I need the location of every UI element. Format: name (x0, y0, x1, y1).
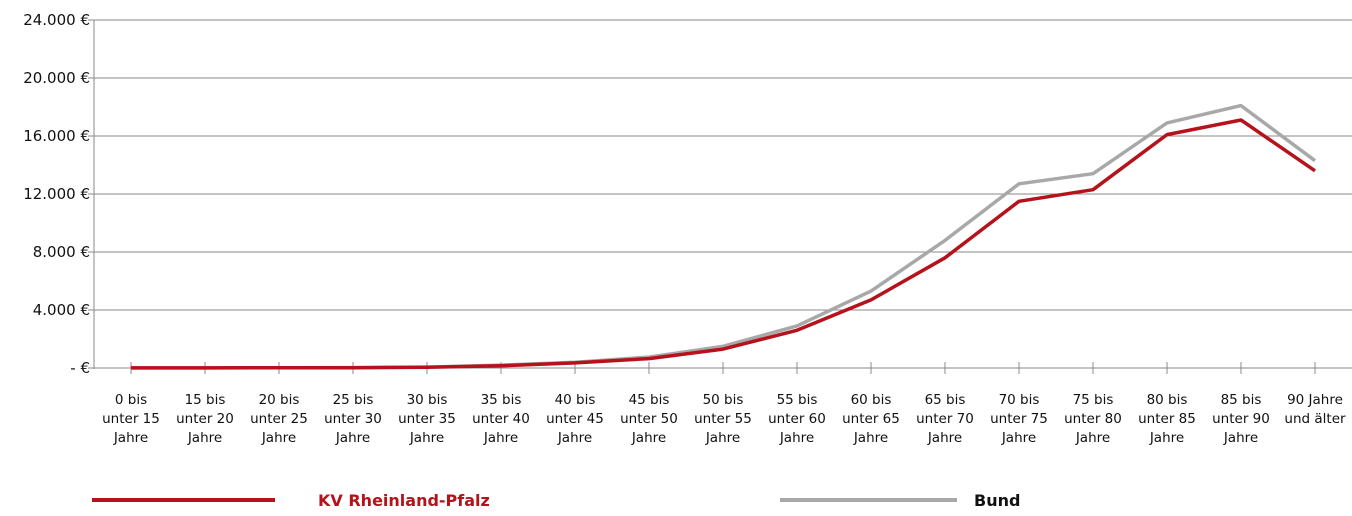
series-lines (131, 103, 1317, 370)
gridlines (94, 19, 1352, 311)
x-tick-label: 60 bis unter 65 Jahre (842, 392, 900, 446)
x-tick-label: 65 bis unter 70 Jahre (916, 392, 974, 446)
x-tick-label: 50 bis unter 55 Jahre (694, 392, 752, 446)
x-tick-label: 85 bis unter 90 Jahre (1212, 392, 1270, 446)
y-tick-label: 20.000 € (23, 69, 90, 87)
x-tick-label: 90 Jahre und älter (1284, 392, 1346, 427)
x-tick-labels: 0 bis unter 15 Jahre 15 bis unter 20 Jahre 20 … (102, 392, 1346, 446)
y-tick-label: 8.000 € (33, 243, 90, 261)
x-tick-label: 70 bis unter 75 Jahre (990, 392, 1048, 446)
x-tick-label: 55 bis unter 60 Jahre (768, 392, 826, 446)
series-line-bund (131, 103, 1317, 370)
y-tick-labels: - € 4.000 € 8.000 € 12.000 € 16.000 € 20.000 … (23, 11, 90, 377)
x-tick-label: 35 bis unter 40 Jahre (472, 392, 530, 446)
x-tick-label: 25 bis unter 30 Jahre (324, 392, 382, 446)
legend-label-kv-rheinland-pfalz: KV Rheinland-Pfalz (318, 491, 490, 510)
legend-label-bund: Bund (974, 491, 1020, 510)
x-tick-label: 30 bis unter 35 Jahre (398, 392, 456, 446)
series-line-kv-rheinland-pfalz (131, 118, 1316, 370)
x-tick-label: 45 bis unter 50 Jahre (620, 392, 678, 446)
legend: KV Rheinland-Pfalz Bund (92, 491, 1020, 510)
x-tick-label: 15 bis unter 20 Jahre (176, 392, 234, 446)
axes (88, 19, 1352, 374)
x-tick-label: 80 bis unter 85 Jahre (1138, 392, 1196, 446)
x-tick-label: 20 bis unter 25 Jahre (250, 392, 308, 446)
x-tick-label: 75 bis unter 80 Jahre (1064, 392, 1122, 446)
x-tick-label: 40 bis unter 45 Jahre (546, 392, 604, 446)
y-tick-label: 12.000 € (23, 185, 90, 203)
y-tick-label: 24.000 € (23, 11, 90, 29)
x-tick-label: 0 bis unter 15 Jahre (102, 392, 160, 446)
y-tick-label: 4.000 € (33, 301, 90, 319)
y-tick-label: - € (70, 359, 90, 377)
y-tick-label: 16.000 € (23, 127, 90, 145)
